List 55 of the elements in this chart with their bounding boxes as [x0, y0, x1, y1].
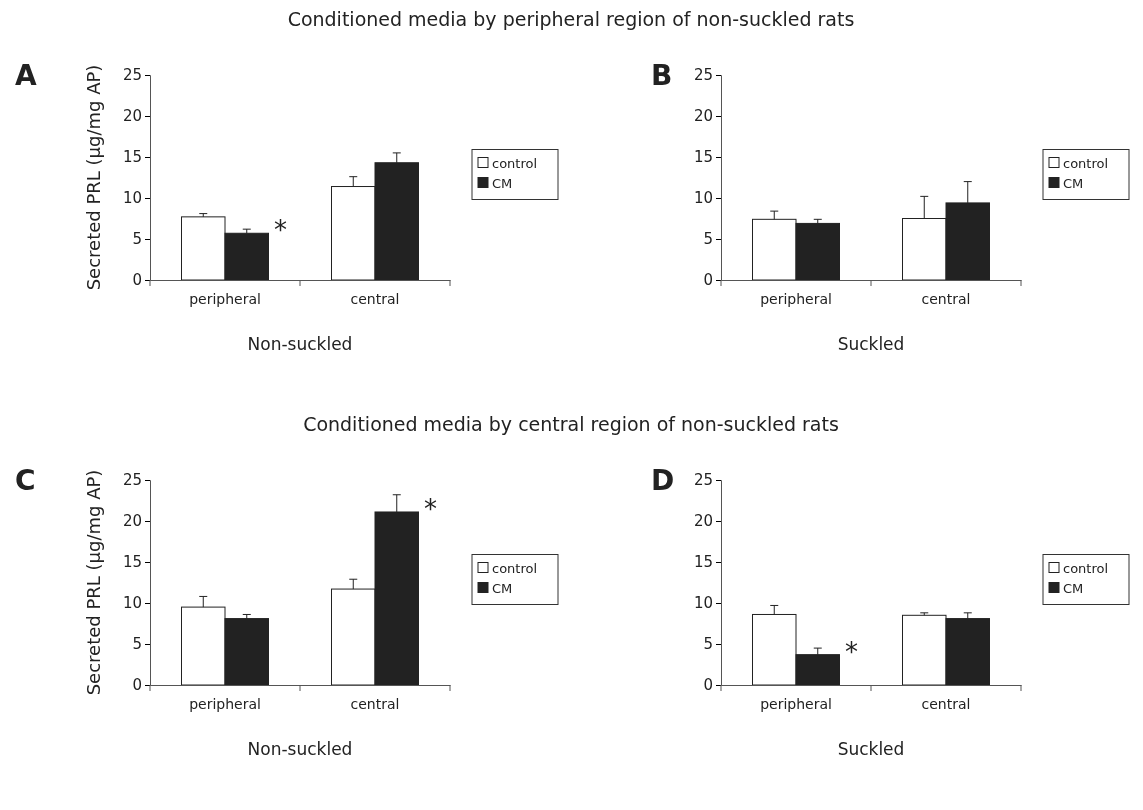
y-tick-label: 10	[693, 594, 713, 613]
text: Conditioned media by peripheral region of non-suckled rats	[287, 8, 855, 30]
legend-label: control	[1063, 560, 1109, 576]
x-tick-label: peripheral	[760, 290, 832, 307]
legend-label: CM	[1063, 175, 1084, 191]
text: Conditioned media by central region of non-suckled rats	[303, 413, 839, 435]
y-tick-label: 15	[693, 148, 713, 167]
y-tick-label: 5	[703, 635, 713, 654]
x-axis-title: Non-suckled	[247, 334, 353, 354]
x-axis-title: Suckled	[837, 739, 905, 759]
y-tick-label: 20	[693, 107, 713, 126]
x-axis-title: Non-suckled	[247, 739, 353, 759]
legend-label: control	[1063, 155, 1109, 171]
legend-label: control	[492, 560, 538, 576]
y-tick-label: 15	[122, 553, 142, 572]
annotation: *	[845, 636, 858, 667]
x-tick-label: peripheral	[760, 695, 832, 712]
y-tick-label: 0	[132, 676, 142, 695]
annotation: *	[424, 493, 437, 524]
y-tick-label: 15	[693, 553, 713, 572]
legend-label: control	[492, 155, 538, 171]
y-tick-label: 0	[703, 271, 713, 290]
legend-label: CM	[1063, 580, 1084, 596]
y-tick-label: 20	[693, 512, 713, 531]
y-tick-label: 25	[122, 471, 142, 490]
text: B	[651, 59, 673, 92]
y-tick-label: 15	[122, 148, 142, 167]
text: A	[15, 59, 37, 92]
x-tick-label: central	[350, 290, 400, 307]
y-tick-label: 20	[122, 512, 142, 531]
y-tick-label: 0	[132, 271, 142, 290]
legend-label: CM	[492, 580, 513, 596]
text: C	[15, 464, 36, 497]
y-tick-label: 25	[693, 471, 713, 490]
text: D	[651, 464, 675, 497]
x-tick-label: central	[921, 695, 971, 712]
y-tick-label: 10	[122, 594, 142, 613]
x-axis-title: Suckled	[837, 334, 905, 354]
y-tick-label: 5	[132, 230, 142, 249]
y-tick-label: 10	[122, 189, 142, 208]
x-tick-label: central	[350, 695, 400, 712]
legend-label: CM	[492, 175, 513, 191]
x-tick-label: peripheral	[189, 695, 261, 712]
y-tick-label: 5	[132, 635, 142, 654]
x-tick-label: peripheral	[189, 290, 261, 307]
y-tick-label: 5	[703, 230, 713, 249]
y-axis-title: Secreted PRL (µg/mg AP)	[83, 64, 104, 291]
y-tick-label: 20	[122, 107, 142, 126]
annotation: *	[274, 215, 287, 246]
x-tick-label: central	[921, 290, 971, 307]
y-tick-label: 25	[693, 66, 713, 85]
y-tick-label: 25	[122, 66, 142, 85]
y-axis-title: Secreted PRL (µg/mg AP)	[83, 469, 104, 696]
y-tick-label: 0	[703, 676, 713, 695]
y-tick-label: 10	[693, 189, 713, 208]
